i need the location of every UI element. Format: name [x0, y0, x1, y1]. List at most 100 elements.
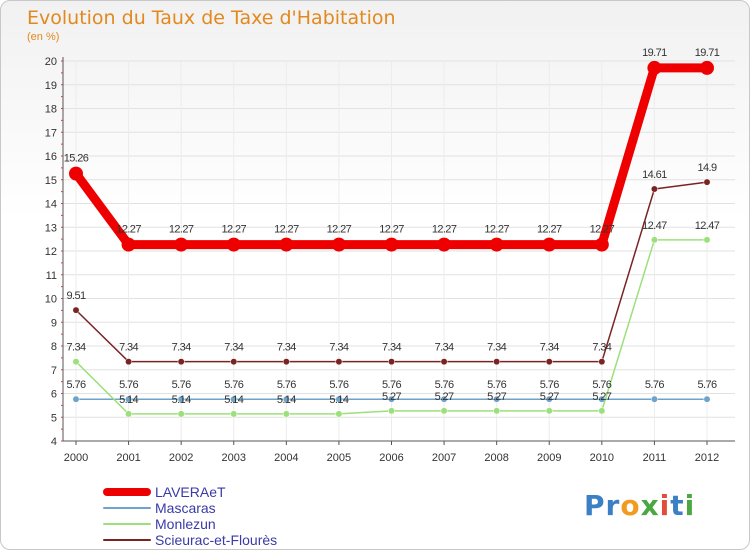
data-label-mascaras: 5.76 [382, 379, 401, 391]
data-label-scieurac-et-flour-s: 14.9 [697, 162, 716, 174]
data-point-laveraet [594, 237, 609, 252]
data-label-mascaras: 5.76 [592, 379, 611, 391]
data-label-scieurac-et-flour-s: 7.34 [224, 342, 243, 354]
data-point-monlezun [282, 410, 290, 418]
logo-part-i: i [659, 489, 671, 522]
unit-label: (en %) [27, 31, 60, 43]
y-tick-label: 14 [45, 199, 57, 211]
data-point-monlezun [388, 407, 395, 415]
y-tick-label: 20 [45, 56, 57, 68]
data-label-scieurac-et-flour-s: 14.61 [642, 169, 667, 181]
data-point-mascaras [440, 395, 448, 403]
data-point-scieurac-et-flour-s [230, 358, 238, 366]
data-point-monlezun [440, 407, 448, 415]
data-point-laveraet [226, 237, 241, 252]
data-label-monlezun: 12.47 [642, 220, 667, 232]
x-tick-label: 2011 [643, 452, 667, 464]
data-label-laveraet: 12.27 [116, 224, 141, 236]
data-label-monlezun: 5.14 [172, 394, 191, 406]
data-point-laveraet [542, 237, 557, 252]
data-label-scieurac-et-flour-s: 7.34 [119, 342, 138, 354]
legend-swatch-mascaras [103, 507, 151, 509]
data-label-mascaras: 5.76 [119, 379, 138, 391]
data-label-laveraet: 12.27 [169, 224, 194, 236]
y-tick-label: 19 [45, 80, 57, 92]
x-tick-label: 2010 [590, 452, 614, 464]
data-point-mascaras [282, 395, 290, 403]
data-label-laveraet: 12.27 [221, 224, 246, 236]
data-label-scieurac-et-flour-s: 7.34 [592, 342, 611, 354]
x-tick-label: 2000 [64, 452, 88, 464]
data-point-scieurac-et-flour-s [493, 358, 501, 366]
data-label-scieurac-et-flour-s: 7.34 [487, 342, 506, 354]
y-tick-label: 9 [51, 317, 57, 329]
data-point-mascaras [230, 395, 238, 403]
axes: 4 5 6 7 8 9 10 11 12 13 14 15 16 17 18 19 20 2000 2001 2002… [45, 56, 735, 464]
data-label-laveraet: 12.27 [379, 224, 404, 236]
data-label-scieurac-et-flour-s: 7.34 [540, 342, 559, 354]
x-tick-label: 2008 [484, 452, 508, 464]
data-labels: 5.76 5.76 5.76 5.76 5.76 5.76 5.76 5.76 5.76 5.76… [64, 47, 721, 406]
y-tick-label: 7 [51, 365, 57, 377]
y-tick-label: 13 [45, 222, 57, 234]
y-tick-label: 11 [46, 270, 57, 282]
legend-swatch-laveraet [103, 488, 151, 496]
data-label-laveraet: 12.27 [484, 224, 509, 236]
data-point-mascaras [72, 395, 80, 403]
data-label-scieurac-et-flour-s: 9.51 [66, 290, 85, 302]
data-point-mascaras [388, 395, 395, 403]
data-point-laveraet [121, 237, 136, 252]
x-tick-label: 2004 [274, 452, 298, 464]
data-point-laveraet [647, 60, 662, 75]
data-point-monlezun [703, 236, 711, 244]
x-tick-label: 2003 [222, 452, 246, 464]
data-point-scieurac-et-flour-s [703, 178, 711, 186]
data-label-monlezun: 5.27 [382, 391, 401, 403]
data-label-monlezun: 5.14 [329, 394, 348, 406]
y-tick-label: 10 [45, 294, 57, 306]
data-point-monlezun [125, 410, 133, 418]
data-label-mascaras: 5.76 [645, 379, 664, 391]
data-label-mascaras: 5.76 [697, 379, 716, 391]
logo-part-pr: Pr [584, 489, 621, 522]
legend-swatch-scieurac [103, 539, 151, 541]
chart-title: Evolution du Taux de Taxe d'Habitation [27, 7, 396, 29]
data-label-mascaras: 5.76 [487, 379, 506, 391]
data-point-mascaras [493, 395, 501, 403]
data-label-monlezun: 5.14 [277, 394, 296, 406]
data-label-mascaras: 5.76 [224, 379, 243, 391]
data-point-laveraet [69, 166, 83, 181]
y-tick-label: 8 [51, 341, 57, 353]
y-tick-label: 12 [45, 246, 57, 258]
data-point-scieurac-et-flour-s [125, 358, 133, 366]
legend-label-laveraet: LAVERAeT [155, 484, 226, 500]
data-label-scieurac-et-flour-s: 7.34 [329, 342, 348, 354]
data-label-monlezun: 5.14 [224, 394, 243, 406]
data-label-laveraet: 12.27 [327, 224, 352, 236]
data-label-mascaras: 5.76 [435, 379, 454, 391]
data-point-laveraet [384, 237, 399, 252]
logo-part-i2: i [684, 489, 696, 522]
y-tick-label: 4 [51, 436, 57, 448]
legend-item-mascaras: Mascaras [103, 500, 216, 516]
data-point-monlezun [650, 236, 658, 244]
data-point-scieurac-et-flour-s [650, 185, 658, 193]
data-label-mascaras: 5.76 [277, 379, 296, 391]
data-point-mascaras [125, 395, 133, 403]
y-tick-label: 16 [45, 151, 57, 163]
data-label-monlezun: 5.27 [540, 391, 559, 403]
data-label-monlezun: 5.27 [435, 391, 454, 403]
logo-part-t: t [670, 489, 685, 522]
data-label-mascaras: 5.76 [172, 379, 191, 391]
data-label-scieurac-et-flour-s: 7.34 [382, 342, 401, 354]
data-point-laveraet [437, 237, 452, 252]
y-tick-label: 18 [45, 104, 57, 116]
series-layer [69, 60, 714, 418]
data-point-mascaras [545, 395, 553, 403]
x-tick-label: 2005 [327, 452, 351, 464]
x-tick-label: 2012 [695, 452, 719, 464]
data-point-monlezun [598, 407, 606, 415]
data-point-monlezun [335, 410, 343, 418]
data-point-laveraet [489, 237, 504, 252]
